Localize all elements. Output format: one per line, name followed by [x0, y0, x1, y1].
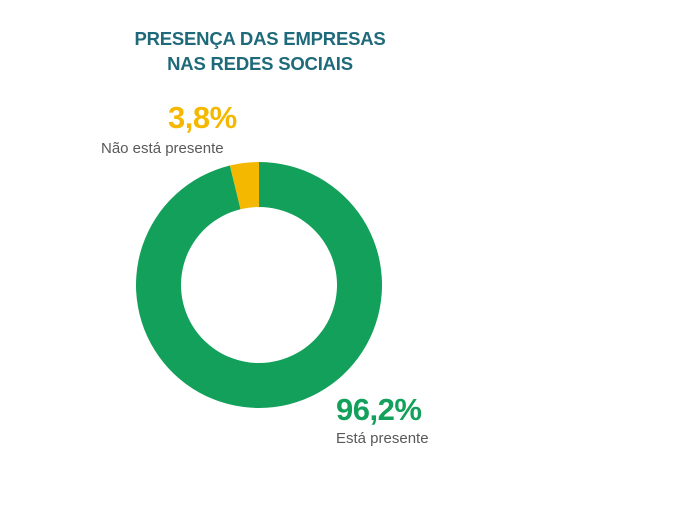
slice-category-label-esta-presente: Está presente	[336, 430, 429, 447]
donut-slice-nao-esta-presente	[229, 162, 259, 210]
donut-slice-esta-presente	[136, 162, 383, 408]
chart-title: PRESENÇA DAS EMPRESAS NAS REDES SOCIAIS	[100, 26, 420, 76]
slice-value-label-nao-esta-presente: 3,8%	[168, 100, 237, 135]
chart-title-line-1: PRESENÇA DAS EMPRESAS	[134, 28, 386, 49]
slice-category-label-nao-esta-presente: Não está presente	[101, 140, 224, 157]
slice-value-label-esta-presente: 96,2%	[336, 392, 422, 427]
chart-title-line-2: NAS REDES SOCIAIS	[167, 53, 353, 74]
